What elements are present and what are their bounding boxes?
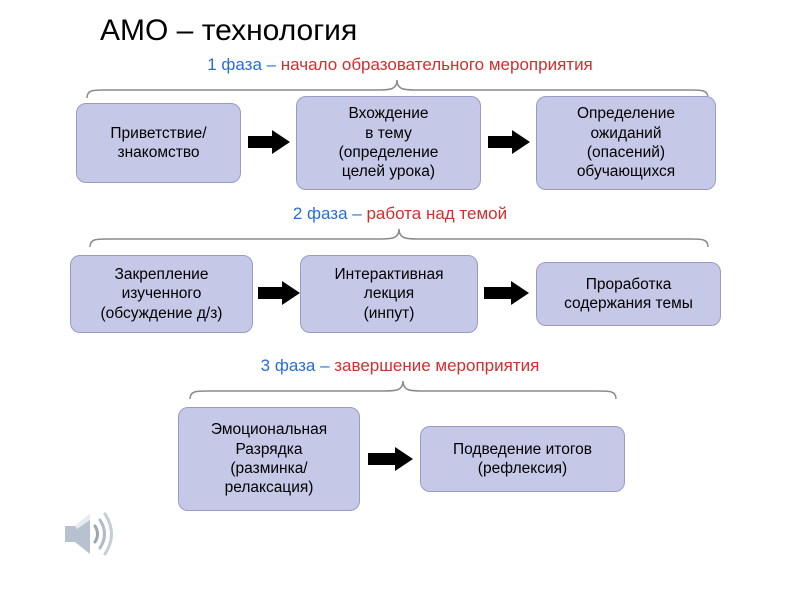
phase-2-num: 2 фаза –: [293, 204, 367, 223]
box-content-work: Проработкасодержания темы: [536, 262, 721, 326]
box-topic-entry: Вхождениев тему(определениецелей урока): [296, 96, 481, 190]
box-greeting: Приветствие/знакомство: [76, 103, 241, 183]
arrow-icon: [248, 130, 290, 154]
box-expectations: Определениеожиданий(опасений)обучающихся: [536, 96, 716, 190]
page-title: АМО – технология: [100, 14, 357, 48]
phase-1-desc: начало образовательного мероприятия: [281, 55, 593, 74]
phase-2-label: 2 фаза – работа над темой: [0, 204, 800, 224]
phase-3-label: 3 фаза – завершение мероприятия: [0, 356, 800, 376]
phase-3-desc: завершение мероприятия: [334, 356, 539, 375]
arrow-icon: [488, 130, 530, 154]
box-consolidation: Закреплениеизученного(обсуждение д/з): [70, 255, 253, 333]
phase-1-num: 1 фаза –: [207, 55, 281, 74]
phase-1-label: 1 фаза – начало образовательного меропри…: [0, 55, 800, 75]
box-relaxation: ЭмоциональнаяРазрядка(разминка/релаксаци…: [178, 407, 360, 511]
arrow-icon: [258, 281, 300, 305]
box-lecture: Интерактивнаялекция(инпут): [300, 255, 478, 333]
phase-3-num: 3 фаза –: [261, 356, 335, 375]
speaker-icon: [62, 508, 122, 565]
phase-2-bracket: [88, 227, 710, 249]
arrow-icon: [484, 281, 529, 305]
phase-2-desc: работа над темой: [366, 204, 507, 223]
phase-3-bracket: [188, 379, 618, 401]
box-summary: Подведение итогов(рефлексия): [420, 426, 625, 492]
arrow-icon: [368, 447, 413, 471]
